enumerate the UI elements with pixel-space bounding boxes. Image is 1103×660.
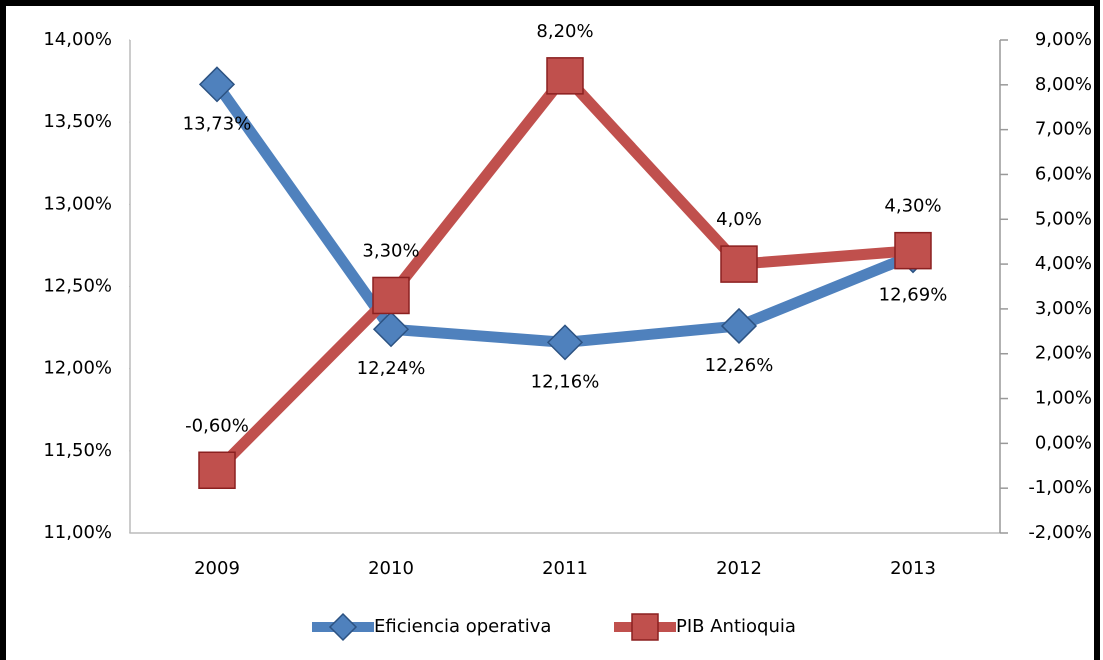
data-point — [720, 245, 758, 283]
data-label: 13,73% — [183, 113, 252, 134]
data-label: 12,16% — [531, 371, 600, 392]
x-tick-label: 2009 — [194, 558, 240, 579]
y2-tick-label: 8,00% — [1035, 74, 1092, 95]
data-label: 12,26% — [705, 355, 774, 376]
data-label: 4,0% — [716, 209, 762, 230]
data-point — [546, 324, 584, 361]
data-point — [198, 451, 236, 490]
data-label: 4,30% — [884, 196, 941, 217]
y-tick-label: 11,50% — [43, 440, 112, 461]
y-tick-label: 11,00% — [43, 522, 112, 543]
legend-label: Eficiencia operativa — [374, 616, 551, 637]
data-label: -0,60% — [185, 415, 249, 436]
y-tick-label: 13,00% — [43, 193, 112, 214]
data-point — [198, 66, 236, 103]
y-tick-label: 12,00% — [43, 358, 112, 379]
y-tick-label: 13,50% — [43, 111, 112, 132]
y2-tick-label: 2,00% — [1035, 343, 1092, 364]
legend-marker — [631, 613, 659, 641]
data-label: 12,69% — [879, 284, 948, 305]
legend-marker — [328, 612, 358, 642]
y2-tick-label: 1,00% — [1035, 388, 1092, 409]
x-tick-label: 2013 — [890, 558, 936, 579]
y2-tick-label: -1,00% — [1028, 477, 1092, 498]
y2-tick-label: 4,00% — [1035, 253, 1092, 274]
x-tick-label: 2012 — [716, 558, 762, 579]
y2-tick-label: 0,00% — [1035, 432, 1092, 453]
y-tick-label: 12,50% — [43, 276, 112, 297]
y2-tick-label: -2,00% — [1028, 522, 1092, 543]
y2-tick-label: 7,00% — [1035, 119, 1092, 140]
data-label: 8,20% — [536, 21, 593, 42]
data-point — [372, 311, 410, 348]
data-point — [372, 276, 410, 315]
data-label: 12,24% — [357, 358, 426, 379]
y2-tick-label: 9,00% — [1035, 29, 1092, 50]
x-tick-label: 2010 — [368, 558, 414, 579]
y-tick-label: 14,00% — [43, 29, 112, 50]
data-label: 3,30% — [362, 240, 419, 261]
y2-tick-label: 5,00% — [1035, 208, 1092, 229]
data-point — [720, 307, 758, 345]
legend-label: PIB Antioquia — [676, 616, 796, 637]
data-point — [894, 231, 932, 270]
y2-tick-label: 6,00% — [1035, 163, 1092, 184]
data-point — [546, 57, 584, 95]
x-tick-label: 2011 — [542, 558, 588, 579]
y2-tick-label: 3,00% — [1035, 298, 1092, 319]
